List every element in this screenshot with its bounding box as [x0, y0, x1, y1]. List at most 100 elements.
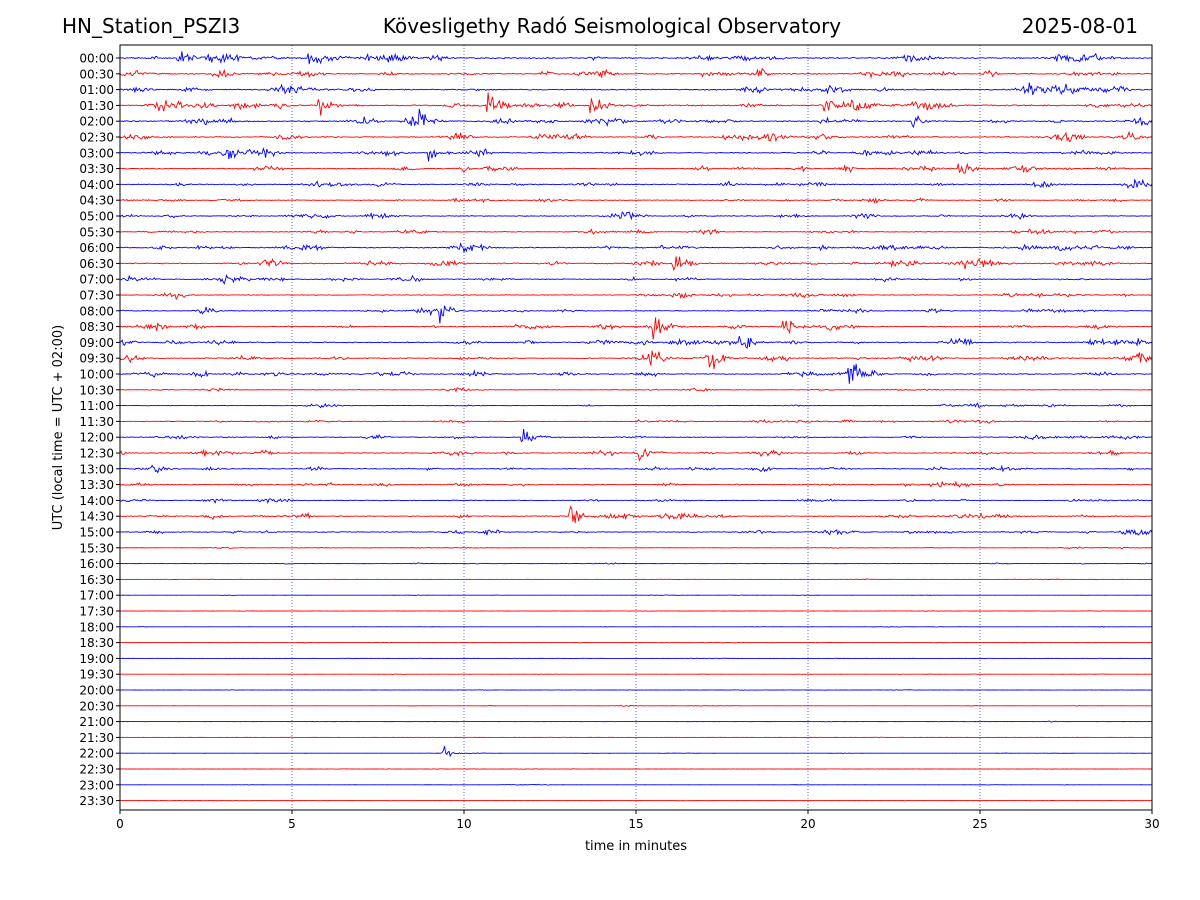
row-label-0030: 00:30: [79, 67, 114, 81]
date-label: 2025-08-01: [1021, 14, 1138, 38]
trace-1800: [119, 626, 1153, 628]
x-tick-label-1: 5: [288, 817, 296, 831]
trace-1630: [119, 578, 1153, 581]
trace-1230: [119, 447, 1153, 462]
trace-1530: [119, 546, 1153, 550]
row-label-0230: 02:30: [79, 131, 114, 145]
trace-1330: [119, 480, 1153, 488]
trace-0200: [119, 108, 1153, 129]
row-label-0930: 09:30: [79, 352, 114, 366]
trace-0130: [119, 92, 1153, 116]
row-label-0830: 08:30: [79, 320, 114, 334]
row-label-1100: 11:00: [79, 399, 114, 413]
row-label-1430: 14:30: [79, 510, 114, 524]
row-label-1500: 15:00: [79, 526, 114, 540]
row-label-0530: 05:30: [79, 225, 114, 239]
row-label-2030: 20:30: [79, 699, 114, 713]
trace-1700: [119, 594, 1153, 596]
trace-1930: [119, 673, 1153, 676]
x-tick-label-4: 20: [800, 817, 815, 831]
row-label-0600: 06:00: [79, 241, 114, 255]
row-label-0730: 07:30: [79, 289, 114, 303]
trace-1100: [119, 402, 1153, 409]
row-label-0000: 00:00: [79, 52, 114, 66]
trace-0700: [119, 274, 1153, 285]
trace-0030: [119, 67, 1153, 79]
trace-0430: [119, 197, 1153, 205]
row-label-1900: 19:00: [79, 652, 114, 666]
trace-0400: [119, 178, 1153, 189]
trace-0830: [119, 317, 1153, 340]
trace-2200: [120, 746, 1152, 758]
row-label-2330: 23:30: [79, 794, 114, 808]
trace-1900: [119, 657, 1152, 660]
trace-1400: [119, 498, 1153, 504]
row-label-0800: 08:00: [79, 304, 114, 318]
row-label-1330: 13:30: [79, 478, 114, 492]
trace-1730: [119, 610, 1152, 612]
row-label-2300: 23:00: [79, 778, 114, 792]
trace-0630: [119, 256, 1153, 271]
trace-1300: [120, 464, 1153, 474]
trace-2030: [119, 704, 1153, 707]
row-label-1800: 18:00: [79, 620, 114, 634]
x-tick-label-0: 0: [116, 817, 124, 831]
trace-2000: [120, 689, 1153, 691]
trace-0930: [119, 350, 1153, 370]
row-label-0400: 04:00: [79, 178, 114, 192]
trace-0730: [119, 291, 1153, 300]
station-label: HN_Station_PSZI3: [62, 14, 241, 38]
row-label-1730: 17:30: [79, 605, 114, 619]
row-label-1230: 12:30: [79, 447, 114, 461]
trace-0100: [119, 82, 1153, 96]
trace-1500: [119, 528, 1153, 536]
row-label-1130: 11:30: [79, 415, 114, 429]
trace-2230: [119, 768, 1153, 770]
row-label-2230: 22:30: [79, 763, 114, 777]
trace-1000: [119, 363, 1153, 384]
row-label-0500: 05:00: [79, 210, 114, 224]
row-label-1400: 14:00: [79, 494, 114, 508]
row-label-1930: 19:30: [79, 668, 114, 682]
trace-0600: [119, 242, 1153, 254]
row-label-0330: 03:30: [79, 162, 114, 176]
row-label-2000: 20:00: [79, 684, 114, 698]
trace-1600: [119, 562, 1153, 565]
row-label-2200: 22:00: [79, 747, 114, 761]
trace-0330: [120, 162, 1153, 174]
row-label-0700: 07:00: [79, 273, 114, 287]
x-tick-label-2: 10: [456, 817, 471, 831]
row-label-1530: 15:30: [79, 541, 114, 555]
row-label-1830: 18:30: [79, 636, 114, 650]
trace-1830: [119, 641, 1153, 644]
x-axis-label: time in minutes: [585, 839, 687, 854]
row-label-0630: 06:30: [79, 257, 114, 271]
row-label-1700: 17:00: [79, 589, 114, 603]
row-label-2100: 21:00: [79, 715, 114, 729]
trace-2300: [119, 783, 1152, 786]
row-label-2130: 21:30: [79, 731, 114, 745]
x-tick-label-3: 15: [628, 817, 643, 831]
trace-0500: [119, 211, 1153, 221]
row-label-0100: 01:00: [79, 83, 114, 97]
row-label-1200: 12:00: [79, 431, 114, 445]
trace-1200: [119, 429, 1153, 443]
row-label-0300: 03:00: [79, 146, 114, 160]
row-label-0430: 04:30: [79, 194, 114, 208]
trace-1430: [119, 505, 1153, 524]
trace-1130: [119, 418, 1153, 424]
row-label-1300: 13:00: [79, 462, 114, 476]
row-label-1600: 16:00: [79, 557, 114, 571]
row-label-1630: 16:30: [79, 573, 114, 587]
trace-0800: [119, 305, 1153, 324]
trace-1030: [119, 387, 1153, 393]
row-label-0130: 01:30: [79, 99, 114, 113]
trace-0230: [119, 130, 1153, 143]
trace-0530: [119, 228, 1153, 236]
observatory-title: Kövesligethy Radó Seismological Observat…: [382, 14, 842, 38]
row-label-1030: 10:30: [79, 383, 114, 397]
trace-2100: [119, 720, 1153, 723]
row-label-0200: 02:00: [79, 115, 114, 129]
trace-0900: [119, 336, 1153, 349]
